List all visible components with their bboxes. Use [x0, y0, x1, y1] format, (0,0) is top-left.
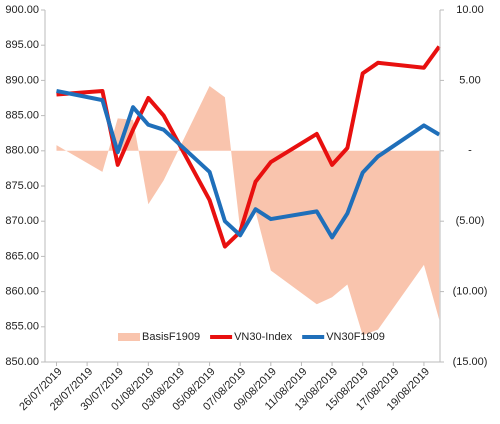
- y-tick-label: 900.00: [5, 4, 39, 16]
- y2-tick-label: 10.00: [456, 4, 484, 16]
- y2-tick-label: (15.00): [453, 356, 488, 368]
- y-tick-label: 855.00: [5, 321, 39, 333]
- y-tick-label: 850.00: [5, 356, 39, 368]
- y-tick-label: 865.00: [5, 250, 39, 262]
- legend-label: VN30-Index: [234, 331, 293, 343]
- y2-tick-label: -: [468, 145, 472, 157]
- legend-label: VN30F1909: [326, 331, 385, 343]
- legend-label: BasisF1909: [142, 331, 200, 343]
- y-tick-label: 880.00: [5, 145, 39, 157]
- series-line: [56, 45, 441, 249]
- y-tick-label: 875.00: [5, 180, 39, 192]
- y-tick-label: 895.00: [5, 39, 39, 51]
- y2-tick-label: (10.00): [453, 286, 488, 298]
- legend-swatch: [118, 333, 140, 341]
- y2-tick-label: (5.00): [456, 215, 485, 227]
- y-tick-label: 860.00: [5, 286, 39, 298]
- y2-tick-label: 5.00: [459, 74, 480, 86]
- y-tick-label: 870.00: [5, 215, 39, 227]
- series-line: [56, 88, 441, 240]
- y-tick-label: 885.00: [5, 110, 39, 122]
- y-tick-label: 890.00: [5, 74, 39, 86]
